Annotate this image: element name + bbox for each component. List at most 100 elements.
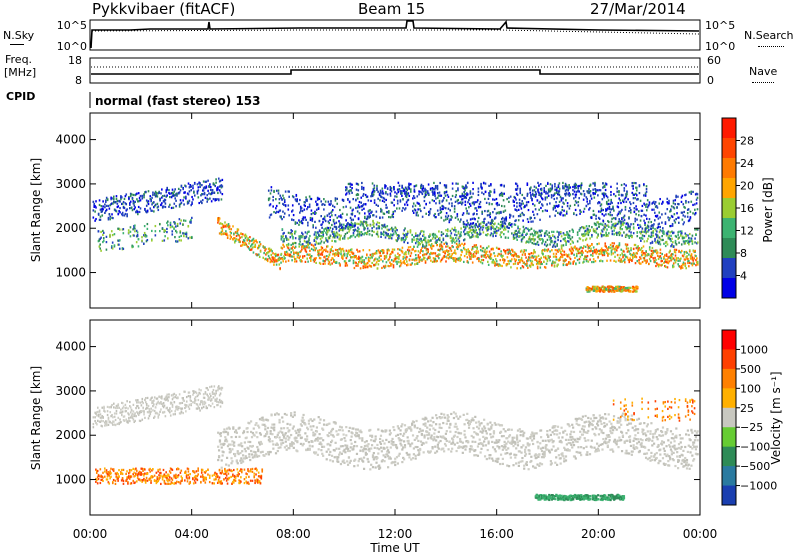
- range-gate: [586, 254, 589, 258]
- range-gate: [476, 231, 478, 235]
- range-gate: [164, 235, 166, 238]
- range-gate: [354, 261, 357, 264]
- range-gate: [364, 220, 366, 224]
- range-gate: [355, 188, 358, 191]
- range-gate: [598, 242, 600, 245]
- range-gate: [495, 225, 498, 228]
- range-gate: [418, 260, 421, 263]
- range-gate: [272, 195, 274, 199]
- range-gate: [330, 258, 333, 262]
- range-gate: [434, 233, 437, 236]
- range-gate: [201, 193, 204, 196]
- range-gate: [617, 220, 620, 223]
- range-gate: [486, 214, 489, 217]
- range-gate: [470, 253, 473, 257]
- range-gate: [554, 214, 556, 217]
- range-gate: [579, 212, 581, 215]
- range-gate: [431, 252, 434, 255]
- range-gate: [119, 206, 121, 210]
- range-gate: [100, 210, 103, 213]
- range-gate: [666, 201, 669, 204]
- range-gate: [350, 221, 353, 224]
- range-gate: [178, 203, 181, 206]
- range-gate: [554, 261, 557, 264]
- range-gate: [594, 223, 597, 226]
- range-gate: [588, 250, 591, 253]
- range-gate: [407, 198, 410, 201]
- range-gate: [535, 243, 537, 246]
- range-gate: [666, 266, 669, 269]
- range-gate: [485, 223, 488, 226]
- range-gate: [376, 233, 379, 236]
- range-gate: [319, 257, 322, 260]
- range-gate: [591, 226, 593, 229]
- range-gate: [127, 231, 130, 234]
- range-gate: [389, 261, 391, 264]
- range-gate: [169, 192, 171, 195]
- range-gate: [544, 257, 547, 260]
- range-gate: [364, 232, 366, 235]
- range-gate: [349, 259, 351, 262]
- range-gate: [425, 212, 427, 215]
- range-gate: [611, 232, 614, 236]
- range-gate: [685, 233, 687, 237]
- range-gate: [507, 230, 510, 233]
- range-gate: [192, 198, 194, 201]
- range-gate: [317, 236, 319, 239]
- range-gate: [685, 201, 687, 204]
- range-gate: [497, 264, 500, 268]
- range-gate: [341, 212, 344, 215]
- range-gate: [242, 241, 245, 244]
- range-gate: [455, 242, 458, 245]
- range-gate: [421, 229, 423, 233]
- range-gate: [288, 248, 291, 252]
- range-gate: [307, 240, 309, 243]
- range-gate: [602, 249, 605, 252]
- range-gate: [687, 208, 690, 211]
- range-gate: [320, 200, 323, 203]
- range-gate: [696, 196, 699, 199]
- range-gate: [423, 245, 426, 248]
- range-gate: [182, 187, 184, 191]
- range-gate: [651, 224, 653, 227]
- range-gate: [530, 194, 532, 197]
- range-gate: [117, 227, 119, 230]
- range-gate: [374, 263, 377, 266]
- range-gate: [465, 223, 468, 226]
- range-gate: [648, 262, 650, 266]
- range-gate: [163, 194, 166, 197]
- range-gate: [494, 222, 496, 225]
- range-gate: [639, 199, 642, 202]
- range-gate: [422, 190, 425, 193]
- range-gate: [388, 210, 390, 213]
- range-gate: [539, 188, 542, 191]
- range-gate: [585, 288, 588, 291]
- range-gate: [516, 184, 519, 187]
- range-gate: [319, 230, 322, 234]
- range-gate: [574, 185, 577, 188]
- range-gate: [154, 230, 157, 233]
- range-gate: [232, 238, 234, 241]
- range-gate: [389, 216, 392, 219]
- range-gate: [413, 208, 416, 211]
- range-gate: [587, 245, 590, 248]
- range-gate: [600, 233, 603, 237]
- range-gate: [350, 183, 352, 186]
- range-gate: [481, 225, 484, 228]
- range-gate: [661, 263, 663, 266]
- range-gate: [601, 192, 604, 195]
- range-gate: [503, 249, 505, 252]
- range-gate: [554, 237, 557, 240]
- range-gate: [525, 263, 527, 266]
- range-gate: [117, 239, 119, 242]
- range-gate: [135, 241, 138, 244]
- range-gate: [613, 233, 615, 236]
- range-gate: [286, 246, 289, 249]
- range-gate: [681, 218, 684, 221]
- range-gate: [662, 200, 664, 203]
- range-gate: [416, 201, 419, 204]
- range-gate: [438, 253, 440, 256]
- range-gate: [479, 205, 482, 209]
- range-gate: [674, 261, 677, 264]
- range-gate: [464, 189, 466, 192]
